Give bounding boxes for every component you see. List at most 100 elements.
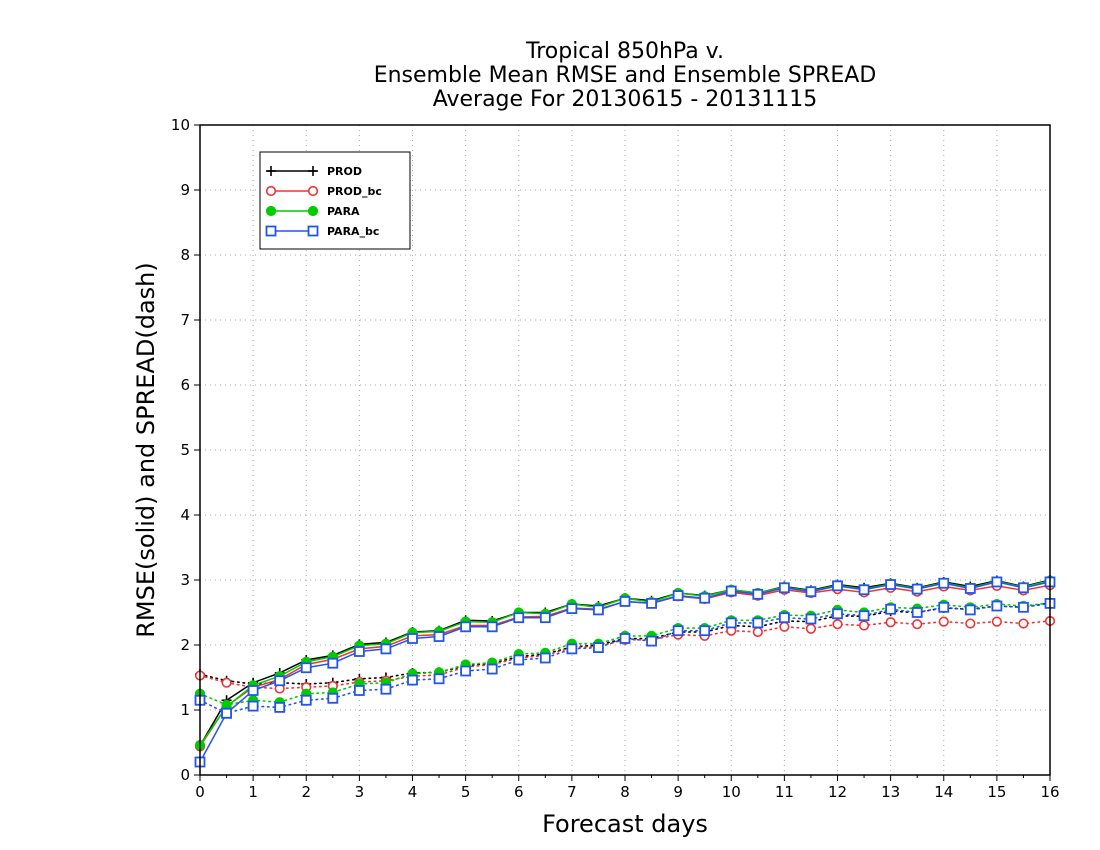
plot-frame — [199, 124, 1051, 776]
spread-point-para-bc — [911, 607, 923, 618]
spread-point-para-bc — [486, 663, 498, 675]
title-line-2: Ensemble Mean RMSE and Ensemble SPREAD — [374, 63, 877, 88]
rmse-point-para-bc — [778, 582, 790, 594]
spread-point-para-bc — [805, 613, 817, 625]
rmse-point-para-bc — [752, 588, 764, 600]
x-tick-label: 5 — [461, 783, 471, 801]
rmse-point-para-bc — [805, 586, 817, 598]
legend-marker — [307, 185, 319, 197]
spread-point-para-bc — [460, 665, 472, 677]
spread-point-para-bc — [619, 633, 631, 644]
spread-point-prod-bc — [805, 623, 817, 634]
spread-point-para-bc — [1018, 601, 1029, 613]
rmse-point-para-bc — [486, 621, 498, 633]
legend-marker — [266, 166, 276, 176]
x-tick-label: 7 — [567, 783, 577, 801]
legend-item-prod-bc: PROD_bc — [265, 185, 382, 198]
legend-marker — [307, 225, 319, 237]
rmse-point-para-bc — [885, 579, 897, 590]
spread-point-para-bc — [646, 635, 657, 647]
spread-point-para-bc — [539, 652, 551, 664]
spread-point-prod-bc — [965, 618, 976, 629]
rmse-point-para-bc — [672, 590, 684, 601]
spread-point-para-bc — [593, 642, 604, 653]
spread-line-para-bc — [199, 602, 1051, 715]
rmse-point-para-bc — [593, 604, 604, 616]
y-tick-label: 10 — [171, 116, 190, 134]
spread-point-para-bc — [407, 674, 418, 686]
y-tick-label: 4 — [180, 506, 190, 524]
x-tick-label: 13 — [881, 783, 900, 801]
rmse-point-para-bc — [247, 685, 259, 696]
legend-marker — [308, 166, 318, 176]
spread-line-para — [199, 601, 1051, 706]
legend-marker — [307, 205, 319, 217]
rmse-point-para-bc — [566, 603, 578, 614]
spread-point-para-bc — [991, 600, 1003, 612]
rmse-point-para-bc — [327, 657, 339, 669]
legend-label: PROD — [327, 165, 362, 178]
rmse-point-para-bc — [380, 643, 392, 655]
title-line-1: Tropical 850hPa v. — [525, 39, 724, 64]
rmse-point-para-bc — [221, 707, 232, 719]
x-tick-label: 14 — [934, 783, 953, 801]
x-tick-label: 11 — [775, 783, 794, 801]
y-tick-label: 8 — [180, 246, 190, 264]
spread-point-prod-bc — [779, 621, 790, 632]
spread-point-para-bc — [380, 683, 392, 695]
y-tick-label: 2 — [180, 636, 190, 654]
legend: PROD PROD_bc PARA PARA_bc — [259, 151, 411, 250]
x-axis-label: Forecast days — [542, 810, 708, 838]
rmse-point-para-bc — [619, 596, 631, 607]
x-tick-label: 1 — [248, 783, 258, 801]
y-tick-label: 3 — [180, 571, 190, 589]
series-layer — [194, 575, 1056, 768]
spread-point-para-bc — [566, 643, 578, 655]
rmse-point-para-bc — [938, 577, 950, 589]
spread-point-para-bc — [752, 617, 764, 629]
grid — [200, 125, 1050, 775]
legend-label: PROD_bc — [327, 185, 382, 198]
x-tick-label: 2 — [301, 783, 311, 801]
legend-box — [259, 151, 411, 250]
spread-point-prod-bc — [912, 619, 923, 630]
rmse-point-para-bc — [433, 631, 445, 642]
y-tick-label: 7 — [180, 311, 190, 329]
rmse-point-para-bc — [539, 612, 551, 624]
rmse-point-para-bc — [832, 580, 843, 592]
spread-point-para-bc — [699, 625, 711, 637]
spread-point-para-bc — [725, 617, 737, 629]
spread-point-para-bc — [353, 685, 365, 696]
spread-point-para-bc — [513, 654, 525, 666]
y-tick-label: 5 — [180, 441, 190, 459]
spread-point-para-bc — [885, 603, 897, 615]
chart-title: Tropical 850hPa v. Ensemble Mean RMSE an… — [374, 39, 877, 112]
spread-point-para-bc — [778, 612, 790, 624]
spread-point-para-bc — [274, 702, 286, 713]
y-tick-label: 6 — [180, 376, 190, 394]
spread-point-para-bc — [672, 625, 684, 637]
legend-item-para: PARA — [265, 205, 360, 218]
spread-point-prod-bc — [885, 617, 896, 628]
legend-marker — [265, 225, 277, 237]
x-tick-label: 15 — [987, 783, 1006, 801]
spread-point-para-bc — [247, 700, 259, 712]
spread-point-para-bc — [858, 610, 870, 622]
legend-label: PARA_bc — [327, 225, 379, 238]
spread-point-prod-bc — [1018, 618, 1029, 629]
spread-point-para-bc — [832, 608, 843, 620]
x-tick-label: 8 — [620, 783, 630, 801]
spread-point-prod-bc — [832, 619, 843, 630]
spread-point-prod-bc — [752, 626, 763, 638]
legend-marker — [265, 205, 277, 217]
spread-point-para-bc — [327, 692, 339, 704]
y-tick-label: 9 — [180, 181, 190, 199]
spread-point-para-bc — [964, 604, 976, 616]
rmse-point-para-bc — [407, 633, 418, 644]
rmse-point-para-bc — [300, 662, 312, 674]
legend-item-para-bc: PARA_bc — [265, 225, 379, 238]
rmse-point-para-bc — [274, 675, 286, 687]
x-tick-label: 6 — [514, 783, 524, 801]
x-tick-label: 12 — [828, 783, 847, 801]
legend-item-prod: PROD — [266, 165, 362, 178]
